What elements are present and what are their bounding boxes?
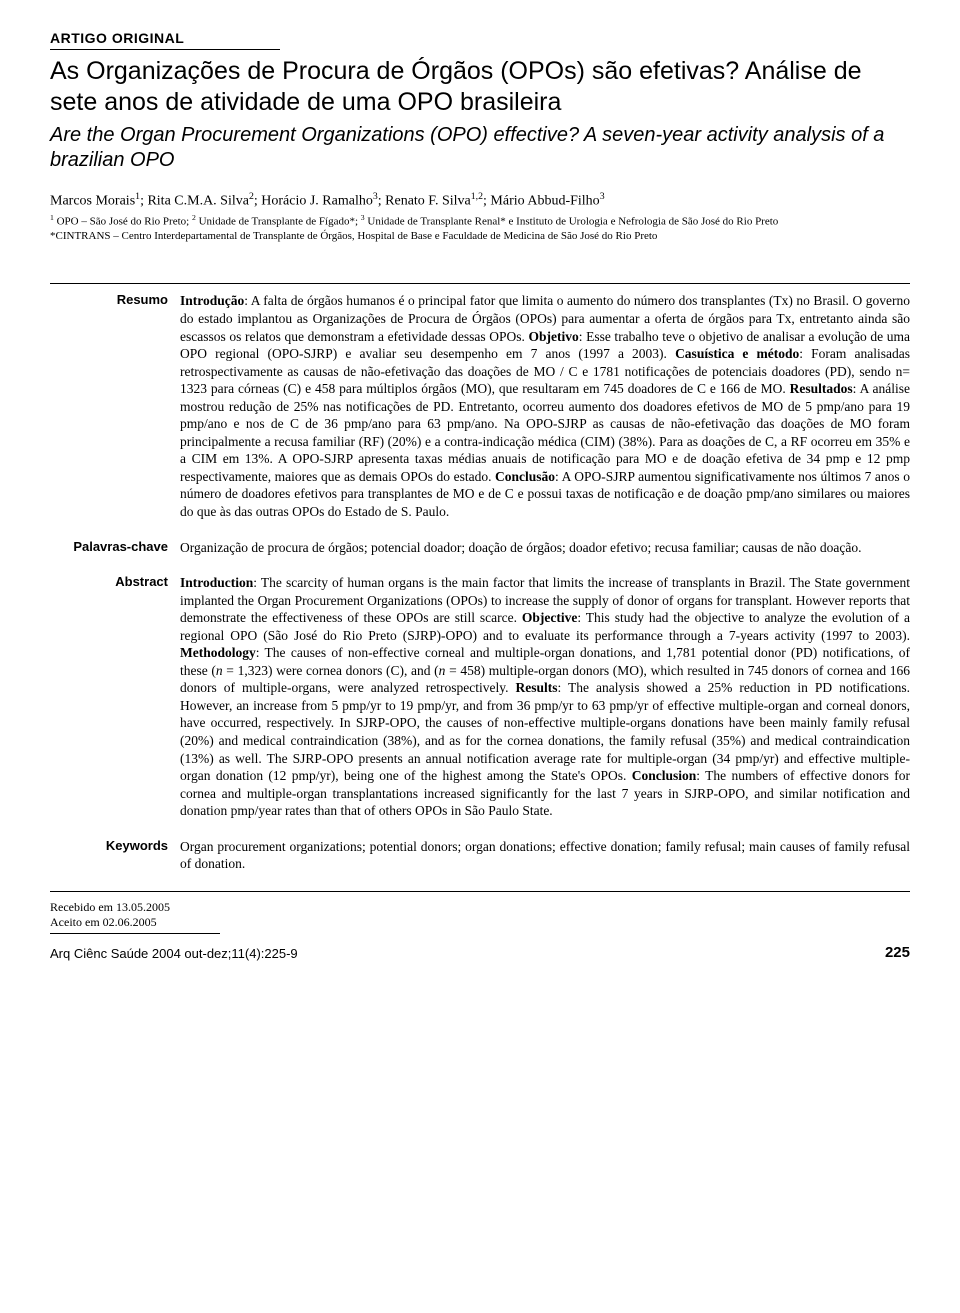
divider-short	[50, 49, 280, 50]
received-date: Recebido em 13.05.2005	[50, 900, 910, 916]
body-abstract: Introduction: The scarcity of human orga…	[180, 574, 910, 820]
received-accepted-block: Recebido em 13.05.2005 Aceito em 02.06.2…	[50, 900, 910, 931]
divider-footer	[50, 933, 220, 934]
section-abstract: Abstract Introduction: The scarcity of h…	[50, 574, 910, 820]
label-keywords: Keywords	[50, 838, 180, 853]
section-palavras-chave: Palavras-chave Organização de procura de…	[50, 539, 910, 557]
title-portuguese: As Organizações de Procura de Órgãos (OP…	[50, 56, 910, 119]
accepted-date: Aceito em 02.06.2005	[50, 915, 910, 931]
divider-full-top	[50, 283, 910, 284]
body-keywords: Organ procurement organizations; potenti…	[180, 838, 910, 873]
authors-line: Marcos Morais1; Rita C.M.A. Silva2; Horá…	[50, 191, 910, 210]
section-keywords: Keywords Organ procurement organizations…	[50, 838, 910, 873]
body-palavras-chave: Organização de procura de órgãos; potenc…	[180, 539, 910, 557]
title-english: Are the Organ Procurement Organizations …	[50, 123, 910, 173]
divider-full-bottom	[50, 891, 910, 892]
article-type: ARTIGO ORIGINAL	[50, 30, 910, 46]
page-number: 225	[885, 944, 910, 961]
body-resumo: Introdução: A falta de órgãos humanos é …	[180, 292, 910, 520]
footer-row: Arq Ciênc Saúde 2004 out-dez;11(4):225-9…	[50, 944, 910, 961]
section-resumo: Resumo Introdução: A falta de órgãos hum…	[50, 292, 910, 520]
label-palavras-chave: Palavras-chave	[50, 539, 180, 554]
journal-citation: Arq Ciênc Saúde 2004 out-dez;11(4):225-9	[50, 946, 298, 961]
label-resumo: Resumo	[50, 292, 180, 307]
affiliations: 1 OPO – São José do Rio Preto; 2 Unidade…	[50, 213, 910, 243]
label-abstract: Abstract	[50, 574, 180, 589]
